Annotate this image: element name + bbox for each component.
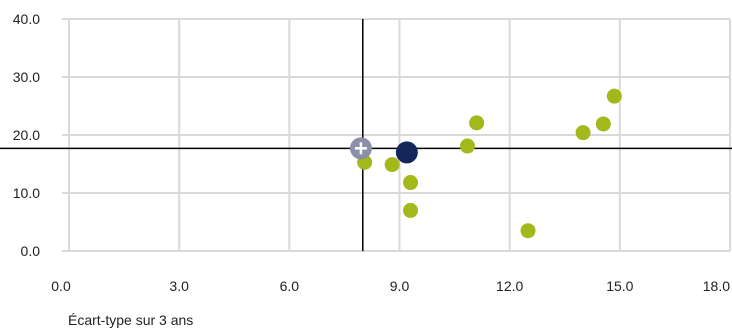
y-tick-label: 10.0 (13, 185, 40, 201)
x-tick-label: 12.0 (496, 278, 523, 294)
peer-point (595, 116, 611, 132)
x-tick-label: 3.0 (169, 278, 189, 294)
x-tick-label: 18.0 (703, 278, 730, 294)
peer-point (520, 223, 536, 239)
x-axis-ticks: 0.0 3.0 6.0 9.0 12.0 15.0 18.0 (51, 278, 730, 294)
y-tick-label: 30.0 (13, 69, 40, 85)
data-points (349, 88, 622, 239)
x-tick-label: 9.0 (390, 278, 410, 294)
highlight-point (395, 141, 418, 164)
peer-point (606, 88, 622, 104)
peer-point (575, 125, 591, 141)
x-tick-label: 0.0 (51, 278, 71, 294)
y-tick-label: 0.0 (21, 243, 41, 259)
peer-point (384, 157, 400, 173)
peer-point (403, 202, 419, 218)
x-tick-label: 6.0 (280, 278, 300, 294)
peer-point (403, 175, 419, 191)
x-tick-label: 15.0 (606, 278, 633, 294)
peer-point (469, 115, 485, 131)
y-tick-label: 20.0 (13, 127, 40, 143)
x-axis-label: Écart-type sur 3 ans (68, 312, 194, 328)
grid (62, 18, 731, 252)
y-tick-label: 40.0 (13, 11, 40, 27)
y-axis-ticks: 0.0 10.0 20.0 30.0 40.0 (13, 11, 40, 259)
peer-point (459, 138, 475, 154)
